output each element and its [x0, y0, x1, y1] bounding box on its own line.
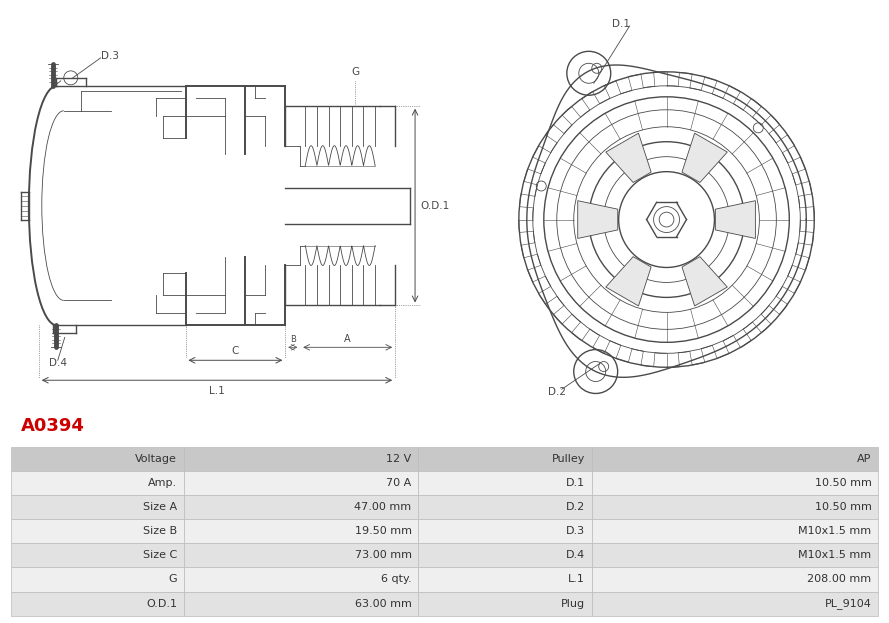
Text: 12 V: 12 V: [387, 454, 412, 464]
Bar: [11, 447, 184, 471]
Text: 70 A: 70 A: [387, 478, 412, 488]
Bar: [11, 543, 184, 568]
Text: Pulley: Pulley: [552, 454, 585, 464]
Bar: [419, 568, 592, 592]
Text: A: A: [344, 335, 351, 345]
Bar: [592, 519, 878, 543]
Bar: [419, 495, 592, 519]
Text: M10x1.5 mm: M10x1.5 mm: [798, 526, 871, 536]
Text: D.3: D.3: [100, 51, 119, 61]
Bar: [184, 568, 419, 592]
Bar: [592, 495, 878, 519]
Text: L.1: L.1: [209, 386, 225, 396]
Text: G: G: [169, 574, 177, 584]
Bar: [592, 543, 878, 568]
Text: 63.00 mm: 63.00 mm: [355, 599, 412, 609]
Bar: [419, 471, 592, 495]
Text: 10.50 mm: 10.50 mm: [814, 502, 871, 512]
Bar: [184, 519, 419, 543]
Polygon shape: [605, 133, 651, 183]
Text: D.4: D.4: [49, 358, 67, 368]
Bar: [11, 519, 184, 543]
Bar: [592, 447, 878, 471]
Text: D.2: D.2: [565, 502, 585, 512]
Text: 19.50 mm: 19.50 mm: [355, 526, 412, 536]
Text: Size B: Size B: [143, 526, 177, 536]
Text: B: B: [290, 335, 296, 345]
Text: M10x1.5 mm: M10x1.5 mm: [798, 550, 871, 560]
Text: 47.00 mm: 47.00 mm: [355, 502, 412, 512]
Polygon shape: [682, 133, 727, 183]
Polygon shape: [578, 201, 618, 239]
Text: O.D.1: O.D.1: [420, 201, 449, 211]
Text: Plug: Plug: [561, 599, 585, 609]
Bar: [184, 543, 419, 568]
Text: D.3: D.3: [566, 526, 585, 536]
Bar: [11, 568, 184, 592]
Text: D.1: D.1: [566, 478, 585, 488]
Bar: [419, 543, 592, 568]
Text: A0394: A0394: [21, 417, 85, 435]
Bar: [184, 471, 419, 495]
Bar: [592, 471, 878, 495]
Text: Voltage: Voltage: [135, 454, 177, 464]
Bar: [11, 592, 184, 616]
Bar: [419, 592, 592, 616]
Text: C: C: [232, 346, 239, 356]
Polygon shape: [682, 257, 727, 306]
Text: D.2: D.2: [548, 388, 565, 397]
Bar: [592, 592, 878, 616]
Text: 208.00 mm: 208.00 mm: [807, 574, 871, 584]
Bar: [11, 471, 184, 495]
Polygon shape: [716, 201, 756, 239]
Text: L.1: L.1: [568, 574, 585, 584]
Text: 6 qty.: 6 qty.: [380, 574, 412, 584]
Text: Amp.: Amp.: [148, 478, 177, 488]
Text: O.D.1: O.D.1: [147, 599, 177, 609]
Text: 10.50 mm: 10.50 mm: [814, 478, 871, 488]
Text: G: G: [351, 67, 359, 77]
Text: D.4: D.4: [565, 550, 585, 560]
Bar: [419, 519, 592, 543]
Bar: [11, 495, 184, 519]
Text: Size A: Size A: [143, 502, 177, 512]
Bar: [419, 447, 592, 471]
Bar: [184, 447, 419, 471]
Polygon shape: [605, 257, 651, 306]
Text: Size C: Size C: [143, 550, 177, 560]
Bar: [184, 592, 419, 616]
Bar: [592, 568, 878, 592]
Text: PL_9104: PL_9104: [824, 598, 871, 609]
Text: 73.00 mm: 73.00 mm: [355, 550, 412, 560]
Bar: [184, 495, 419, 519]
Text: AP: AP: [857, 454, 871, 464]
Text: D.1: D.1: [612, 19, 629, 29]
